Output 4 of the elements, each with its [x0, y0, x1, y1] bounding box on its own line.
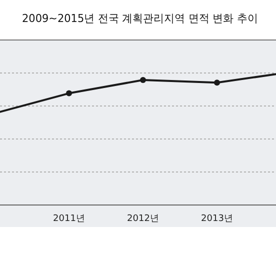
x-tick-label: 2011년 [53, 214, 85, 224]
chart-title: 2009~2015년 전국 계획관리지역 면적 변화 추이 [22, 12, 270, 25]
x-tick-label: 2012년 [127, 214, 159, 224]
x-tick-label: 2013년 [201, 214, 233, 224]
